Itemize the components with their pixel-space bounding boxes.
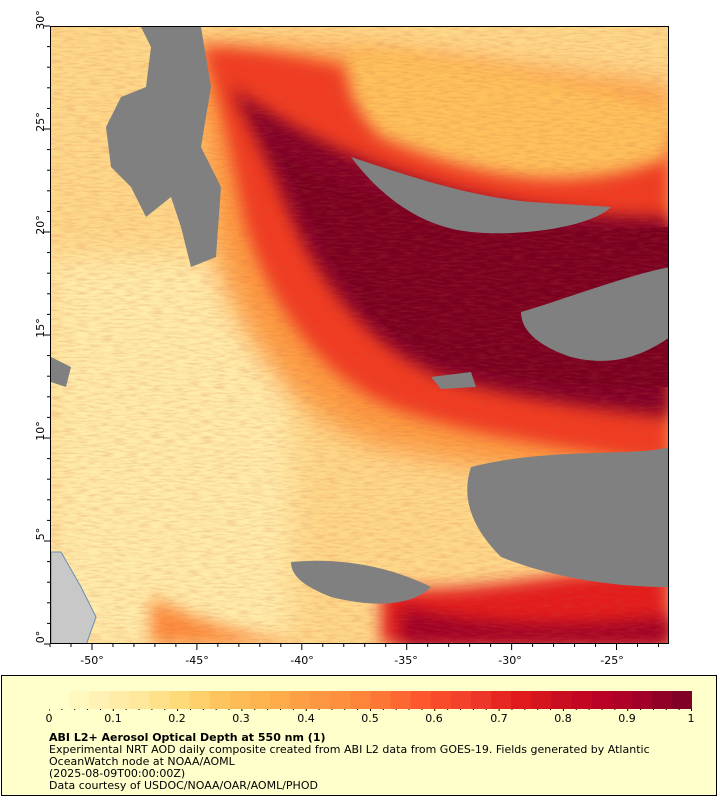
legend-title: ABI L2+ Aerosol Optical Depth at 550 nm …	[49, 731, 326, 744]
legend-panel: 0 0.1 0.2 0.3 0.4 0.5 0.6 0.7 0.8 0.9 1 …	[1, 675, 717, 796]
colorbar-cell	[631, 691, 653, 709]
lat-tick-label: 30°	[34, 10, 47, 30]
colorbar-cell	[611, 691, 633, 709]
lon-tick-label: -30°	[498, 654, 521, 667]
colorbar-cell	[149, 691, 171, 709]
colorbar-tick-label: 0.4	[297, 712, 315, 725]
aod-map	[50, 26, 669, 644]
lon-tick-label: -25°	[600, 654, 623, 667]
colorbar-tick-label: 0.1	[104, 712, 122, 725]
colorbar-cell	[430, 691, 452, 709]
colorbar-cell	[330, 691, 351, 709]
legend-credit: Data courtesy of USDOC/NOAA/OAR/AOML/PHO…	[49, 779, 318, 792]
colorbar-tick-label: 0.8	[554, 712, 572, 725]
lon-tick-label: -45°	[185, 654, 208, 667]
colorbar-cell	[571, 691, 593, 709]
lat-tick-label: 20°	[34, 215, 47, 235]
colorbar-cell	[591, 691, 613, 709]
colorbar-cell	[671, 691, 692, 709]
lat-tick-label: 5°	[34, 528, 47, 541]
colorbar-cell	[551, 691, 572, 709]
no-data-region	[51, 27, 668, 604]
colorbar-tick-label: 0.3	[232, 712, 250, 725]
colorbar-tick-label: 0.6	[425, 712, 443, 725]
legend-description: Experimental NRT AOD daily composite cre…	[49, 743, 650, 768]
lat-tick-label: 15°	[34, 318, 47, 338]
colorbar-tick-label: 0.5	[361, 712, 379, 725]
lat-tick-label: 10°	[34, 421, 47, 441]
colorbar-tick-label: 0.7	[490, 712, 508, 725]
legend-timestamp: (2025-08-09T00:00:00Z)	[49, 767, 186, 780]
colorbar	[49, 691, 692, 711]
map-axes: 0° 5° 10° 15° 20° 25° 30° -50° -45° -40°…	[34, 10, 660, 667]
colorbar-cell	[89, 691, 110, 709]
colorbar-cell	[350, 691, 371, 709]
colorbar-cell	[410, 691, 432, 709]
colorbar-cell	[270, 691, 291, 709]
lon-tick-label: -50°	[80, 654, 103, 667]
colorbar-cell	[310, 691, 331, 709]
colorbar-tick-label: 0	[45, 712, 53, 725]
colorbar-cell	[651, 691, 673, 709]
lon-tick-label: -40°	[290, 654, 313, 667]
colorbar-cell	[531, 691, 552, 709]
colorbar-cell	[249, 691, 271, 709]
legend-caption: ABI L2+ Aerosol Optical Depth at 550 nm …	[49, 732, 689, 792]
aod-field	[51, 27, 668, 643]
colorbar-tick-label: 0.2	[168, 712, 186, 725]
colorbar-cell	[69, 691, 90, 709]
lat-tick-label: 0°	[34, 631, 47, 644]
colorbar-cell	[491, 691, 512, 709]
colorbar-tick-label: 1	[687, 712, 695, 725]
colorbar-cell	[229, 691, 251, 709]
colorbar-cell	[290, 691, 311, 709]
colorbar-cell	[109, 691, 130, 709]
lon-tick-label: -35°	[394, 654, 417, 667]
colorbar-cell	[49, 691, 70, 709]
colorbar-cell	[209, 691, 231, 709]
colorbar-cell	[370, 691, 392, 709]
lat-tick-label: 25°	[34, 112, 47, 132]
colorbar-cell	[129, 691, 150, 709]
land-region	[51, 551, 97, 643]
colorbar-cell	[470, 691, 492, 709]
colorbar-cell	[511, 691, 532, 709]
colorbar-cell	[390, 691, 412, 709]
colorbar-cell	[189, 691, 211, 709]
colorbar-cell	[450, 691, 472, 709]
colorbar-tick-label: 0.9	[618, 712, 636, 725]
colorbar-cell	[169, 691, 191, 709]
